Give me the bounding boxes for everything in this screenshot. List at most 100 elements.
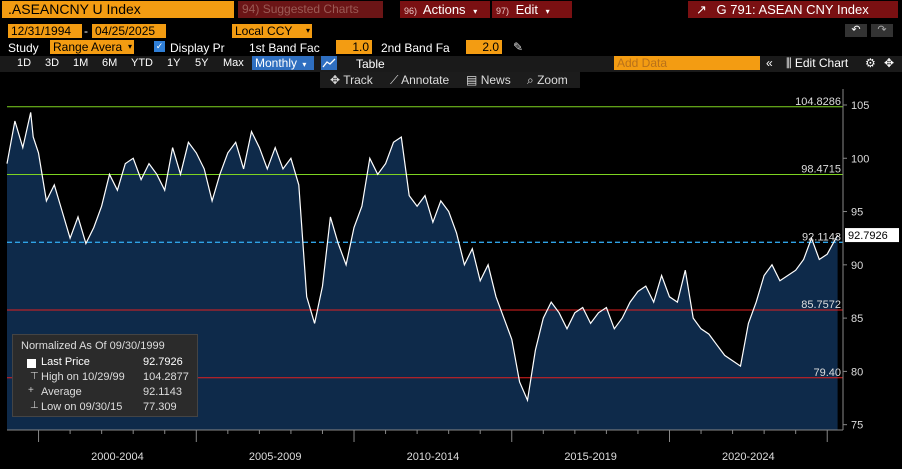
annotate-label: Annotate: [401, 73, 450, 87]
edit-label: Edit: [515, 2, 539, 17]
range-1d[interactable]: 1D: [17, 57, 32, 69]
undo-icon[interactable]: ↶: [845, 24, 867, 37]
zoom-icon: ⌕: [527, 73, 534, 87]
x-tick-label-0: 2000-2004: [91, 451, 144, 463]
add-data-input[interactable]: Add Data: [614, 56, 760, 70]
period-select[interactable]: Monthly ▾: [252, 56, 314, 70]
redo-icon[interactable]: ↷: [871, 24, 893, 37]
chart-icon: ↗: [696, 2, 707, 17]
period-value: Monthly: [255, 56, 298, 70]
zoom-tool[interactable]: ⌕ Zoom: [527, 73, 568, 88]
news-label: News: [480, 73, 511, 87]
chart-bars-icon: ⫼: [786, 56, 792, 70]
zoom-label: Zoom: [537, 73, 568, 87]
move-icon[interactable]: ✥: [884, 56, 895, 70]
chart-title-bar: ↗ G 791: ASEAN CNY Index: [688, 1, 898, 18]
start-date-field[interactable]: 12/31/1994: [8, 24, 82, 38]
legend-low-value: 77.309: [143, 401, 177, 413]
annotate-icon: ⟋: [390, 73, 399, 87]
track-label: Track: [343, 73, 373, 87]
edit-chart-button[interactable]: ⫼ Edit Chart: [786, 56, 848, 71]
y-tick-label-5: 100: [851, 153, 869, 165]
chevron-down-icon: ▾: [302, 60, 307, 69]
ticker-field[interactable]: .ASEANCNY U Index: [2, 1, 234, 18]
legend-last-label: Last Price: [41, 356, 90, 368]
x-tick-label-3: 2015-2019: [564, 451, 617, 463]
y-tick-label-6: 105: [851, 100, 869, 112]
x-tick-label-1: 2005-2009: [249, 451, 302, 463]
table-button[interactable]: Table: [356, 57, 385, 71]
range-1y[interactable]: 1Y: [167, 57, 181, 69]
low-marker-icon: ⊥: [30, 400, 39, 411]
last-price-label: 92.7926: [848, 230, 888, 242]
track-tool[interactable]: ✥ Track: [330, 73, 373, 87]
legend-high-label: High on 10/29/99: [41, 371, 125, 383]
suggested-charts-label: Suggested Charts: [262, 2, 359, 16]
date-separator: -: [84, 24, 88, 38]
actions-button[interactable]: 96) Actions ▾: [400, 1, 490, 18]
crosshair-icon: ✥: [330, 73, 341, 87]
actions-label: Actions: [422, 2, 466, 17]
chevron-down-icon: ▾: [545, 7, 550, 16]
y-tick-label-1: 80: [851, 366, 863, 378]
study-label: Study: [8, 41, 39, 55]
display-label: Display Pr: [170, 41, 225, 55]
band2-label: 2nd Band Fa: [381, 41, 450, 55]
series-line: [6, 112, 839, 403]
band2-input[interactable]: 2.0: [466, 40, 502, 54]
y-tick-label-0: 75: [851, 420, 863, 432]
legend-high-value: 104.2877: [143, 371, 189, 383]
currency-value: Local CCY: [235, 24, 293, 38]
band-label-0: 104.8286: [795, 96, 841, 108]
high-marker-icon: ⊤: [30, 371, 39, 382]
line-chart-icon[interactable]: [321, 56, 337, 70]
range-3d[interactable]: 3D: [45, 57, 60, 69]
range-max[interactable]: Max: [223, 57, 244, 69]
chevron-left-icon[interactable]: «: [766, 56, 773, 70]
band1-input[interactable]: 1.0: [336, 40, 372, 54]
band-label-3: 85.7572: [801, 299, 841, 311]
study-select[interactable]: Range Avera ▾: [50, 40, 134, 54]
band-label-2: 92.1143: [802, 231, 841, 243]
range-ytd[interactable]: YTD: [131, 57, 153, 69]
chart-title: G 791: ASEAN CNY Index: [716, 2, 869, 17]
series-area: [7, 112, 838, 431]
news-tool[interactable]: ▤ News: [466, 73, 511, 87]
band-label-4: 79.40: [813, 367, 841, 379]
band1-label: 1st Band Fac: [249, 41, 320, 55]
legend-last-value: 92.7926: [143, 356, 183, 368]
edit-button[interactable]: 97) Edit ▾: [492, 1, 572, 18]
x-tick-label-4: 2020-2024: [722, 451, 775, 463]
edit-number: 97): [496, 6, 510, 16]
actions-number: 96): [404, 6, 418, 16]
news-icon: ▤: [466, 73, 478, 87]
legend-avg-label: Average: [41, 386, 82, 398]
chevron-down-icon: ▾: [305, 26, 310, 35]
legend-box: Normalized As Of 09/30/1999 Last Price 9…: [12, 334, 198, 417]
suggested-charts-button[interactable]: 94) Suggested Charts: [238, 1, 383, 18]
range-5y[interactable]: 5Y: [195, 57, 209, 69]
legend-avg-value: 92.1143: [143, 386, 182, 398]
edit-chart-label: Edit Chart: [794, 56, 849, 70]
band-label-1: 98.4715: [801, 164, 841, 176]
y-tick-label-4: 95: [851, 207, 863, 219]
display-checkbox[interactable]: ✓: [154, 41, 165, 52]
chart-tools-bar: [320, 72, 580, 88]
pencil-icon[interactable]: ✎: [513, 40, 524, 54]
gear-icon[interactable]: ⚙: [865, 56, 876, 70]
suggested-charts-number: 94): [242, 2, 260, 16]
annotate-tool[interactable]: ⟋ Annotate: [390, 73, 449, 88]
end-date-field[interactable]: 04/25/2025: [92, 24, 166, 38]
range-6m[interactable]: 6M: [102, 57, 118, 69]
last-price-tag: [845, 228, 899, 243]
study-value: Range Avera: [53, 40, 123, 54]
last-price-swatch: [27, 359, 36, 368]
average-marker-icon: +: [28, 385, 34, 396]
range-1m[interactable]: 1M: [73, 57, 89, 69]
legend-low-label: Low on 09/30/15: [41, 401, 123, 413]
x-tick-label-2: 2010-2014: [407, 451, 460, 463]
chevron-down-icon: ▾: [473, 7, 478, 16]
currency-select[interactable]: Local CCY ▾: [232, 24, 312, 38]
legend-header: Normalized As Of 09/30/1999: [21, 340, 165, 352]
y-tick-label-2: 85: [851, 313, 863, 325]
